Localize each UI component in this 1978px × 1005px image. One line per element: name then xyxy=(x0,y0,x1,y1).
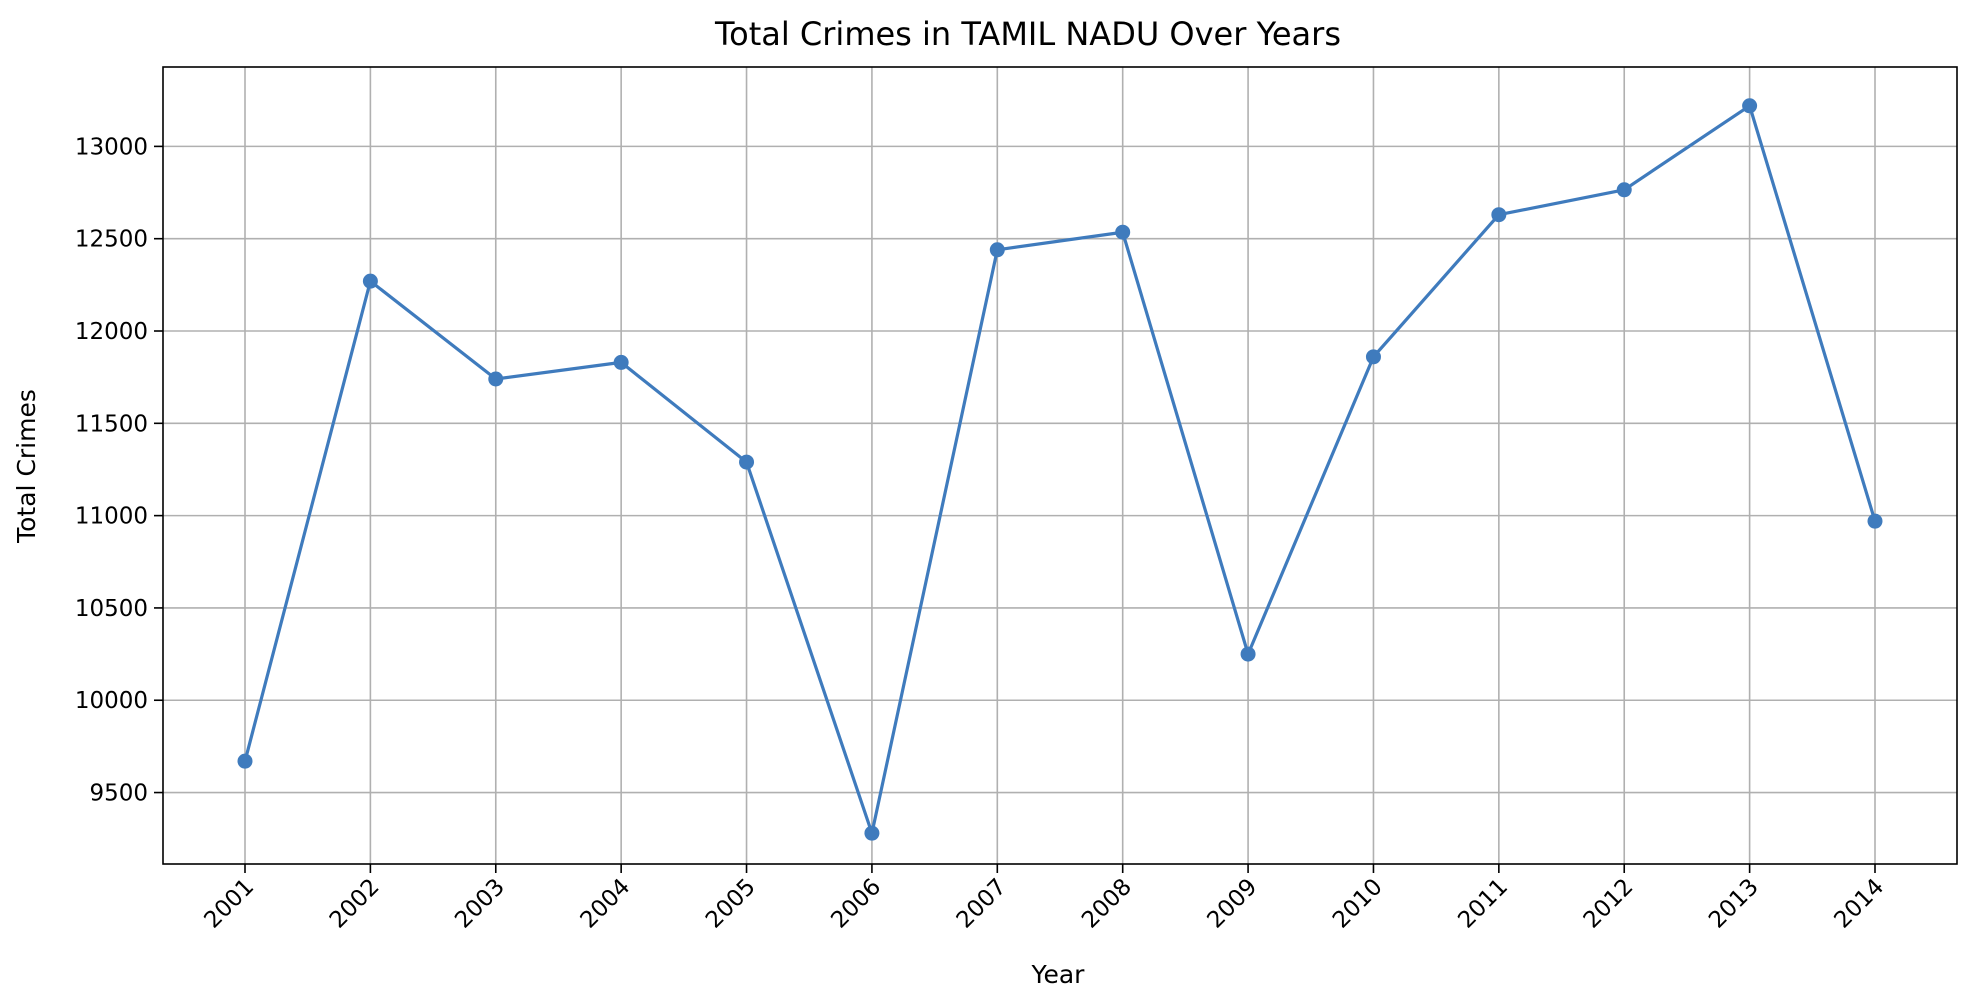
x-tick-label: 2001 xyxy=(199,874,259,934)
y-tick-label: 13000 xyxy=(75,134,148,160)
data-point xyxy=(1115,224,1131,240)
y-tick-label: 11000 xyxy=(75,504,148,530)
data-point xyxy=(488,371,504,387)
data-point xyxy=(1742,98,1758,114)
chart-title: Total Crimes in TAMIL NADU Over Years xyxy=(714,15,1341,53)
x-axis-label: Year xyxy=(1031,960,1086,989)
data-point xyxy=(1491,207,1507,223)
x-tick-label: 2005 xyxy=(701,874,761,934)
y-tick-label: 10000 xyxy=(75,688,148,714)
y-tick-label: 12000 xyxy=(75,319,148,345)
x-tick-label: 2010 xyxy=(1328,874,1388,934)
x-tick-label: 2006 xyxy=(826,874,886,934)
data-point xyxy=(362,273,378,289)
x-tick-label: 2008 xyxy=(1077,874,1137,934)
data-point xyxy=(1240,646,1256,662)
data-point xyxy=(613,354,629,370)
y-tick-label: 12500 xyxy=(75,227,148,253)
y-tick-label: 9500 xyxy=(89,781,148,807)
y-tick-label: 10500 xyxy=(75,596,148,622)
data-point xyxy=(989,242,1005,258)
y-tick-label: 11500 xyxy=(75,411,148,437)
data-point xyxy=(864,825,880,841)
data-point xyxy=(237,753,253,769)
x-tick-label: 2004 xyxy=(576,874,636,934)
x-tick-label: 2007 xyxy=(952,874,1012,934)
data-point xyxy=(1616,182,1632,198)
data-point xyxy=(1867,513,1883,529)
x-tick-label: 2009 xyxy=(1203,874,1263,934)
x-tick-label: 2002 xyxy=(325,874,385,934)
x-tick-label: 2012 xyxy=(1579,874,1639,934)
data-point xyxy=(1365,349,1381,365)
plot-frame xyxy=(162,66,1958,865)
x-tick-label: 2011 xyxy=(1453,874,1513,934)
x-tick-label: 2013 xyxy=(1704,874,1764,934)
series xyxy=(237,98,1883,841)
grid xyxy=(163,67,1957,864)
x-tick-label: 2003 xyxy=(450,874,510,934)
series-line xyxy=(243,104,1877,835)
y-axis-label: Total Crimes xyxy=(12,389,41,544)
ticks: 2001 2002 2003 2004 2005 2006 2007 2008 2009 2010… xyxy=(75,134,1889,933)
data-point xyxy=(739,454,755,470)
x-tick-label: 2014 xyxy=(1829,874,1889,934)
